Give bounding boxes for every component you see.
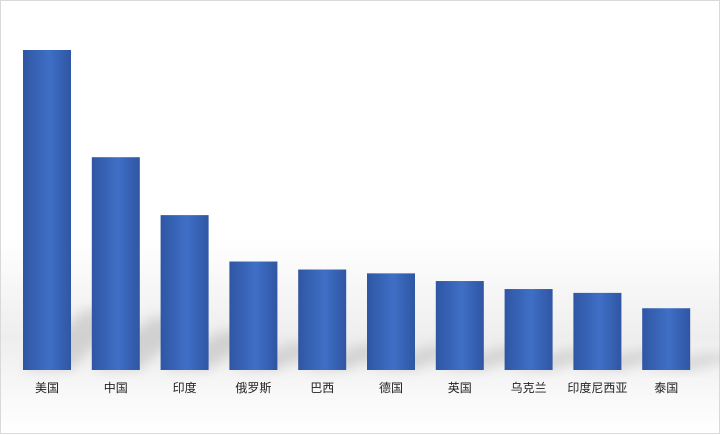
category-label: 印度 [173, 380, 197, 395]
bar-10 [642, 308, 690, 370]
category-labels: 美国 中国 印度 俄罗斯 巴西 德国 英国 乌克兰 印度尼西亚 泰国 [35, 380, 678, 395]
bar-5 [298, 270, 346, 370]
category-label: 德国 [379, 380, 403, 395]
category-label: 美国 [35, 381, 59, 395]
bar-9 [573, 293, 621, 370]
category-label: 泰国 [654, 381, 678, 395]
category-label: 俄罗斯 [235, 381, 271, 395]
category-label: 印度尼西亚 [567, 380, 627, 395]
category-label: 乌克兰 [511, 380, 547, 395]
bar-4 [229, 262, 277, 370]
bar-2 [92, 157, 140, 370]
category-label: 中国 [104, 380, 128, 395]
category-label: 英国 [448, 381, 472, 395]
category-label: 巴西 [310, 381, 334, 395]
bar-8 [505, 289, 553, 370]
bar-1 [23, 50, 71, 370]
bars-group [23, 50, 690, 370]
bar-3 [161, 215, 209, 370]
bar-7 [436, 281, 484, 370]
bar-6 [367, 273, 415, 370]
